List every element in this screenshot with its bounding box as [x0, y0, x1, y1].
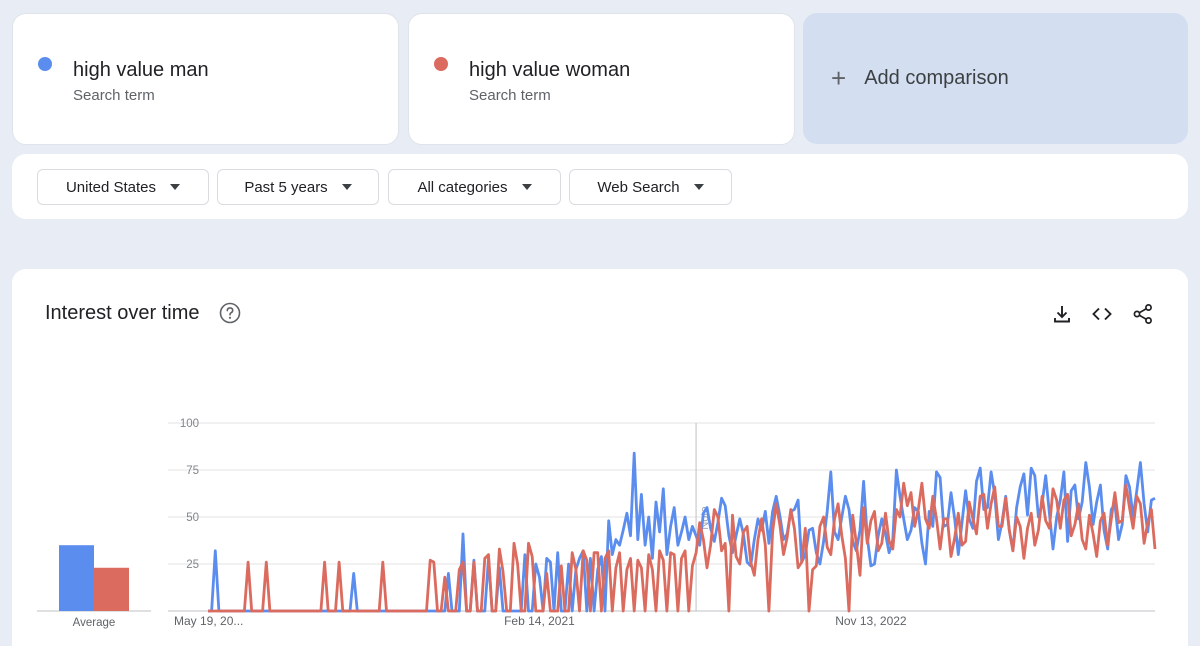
filter-bar: United States Past 5 years All categorie… — [12, 154, 1188, 219]
filter-label: Web Search — [597, 178, 680, 196]
plus-icon: + — [831, 63, 847, 93]
term-label: high value woman — [469, 59, 631, 81]
caret-down-icon — [521, 184, 532, 190]
y-tick-label: 25 — [186, 559, 199, 571]
code-icon[interactable] — [1091, 303, 1113, 325]
filter-region[interactable]: United States — [37, 169, 209, 205]
term-label: high value man — [73, 59, 209, 81]
term-type: Search term — [469, 87, 551, 104]
caret-down-icon — [341, 184, 352, 190]
filter-time-range[interactable]: Past 5 years — [217, 169, 379, 205]
caret-down-icon — [693, 184, 704, 190]
average-bars: Average — [37, 545, 151, 629]
filter-search-type[interactable]: Web Search — [569, 169, 732, 205]
average-bar-high-value-woman — [94, 567, 129, 611]
download-icon[interactable] — [1051, 303, 1073, 325]
term-type: Search term — [73, 87, 155, 104]
add-comparison-button[interactable]: + Add comparison — [803, 13, 1188, 144]
term-card-high-value-man[interactable]: high value man Search term — [12, 13, 399, 145]
average-label: Average — [73, 617, 116, 629]
add-comparison-label: Add comparison — [864, 67, 1009, 89]
x-tick-label: Nov 13, 2022 — [835, 614, 907, 628]
x-tick-label: Feb 14, 2021 — [504, 614, 575, 628]
y-tick-label: 75 — [186, 465, 199, 477]
filter-label: Past 5 years — [244, 178, 328, 196]
series-line-high-value-man — [208, 451, 1156, 613]
series-lines — [208, 451, 1157, 613]
caret-down-icon — [170, 184, 181, 190]
term-card-high-value-woman[interactable]: high value woman Search term — [408, 13, 795, 145]
filter-label: All categories — [417, 178, 508, 196]
series-color-dot — [434, 57, 448, 71]
share-icon[interactable] — [1132, 303, 1154, 325]
y-tick-label: 50 — [186, 512, 199, 524]
x-tick-label: May 19, 20... — [174, 614, 243, 628]
series-line-high-value-woman — [208, 481, 1157, 613]
series-color-dot — [38, 57, 52, 71]
axis-labels: May 19, 20... Feb 14, 2021 Nov 13, 2022 — [174, 614, 907, 628]
chart-title: Interest over time — [45, 302, 200, 324]
y-tick-label: 100 — [180, 418, 199, 430]
filter-category[interactable]: All categories — [388, 169, 561, 205]
average-bar-high-value-man — [59, 545, 94, 611]
filter-label: United States — [65, 178, 157, 196]
help-circle-icon[interactable] — [219, 302, 241, 324]
